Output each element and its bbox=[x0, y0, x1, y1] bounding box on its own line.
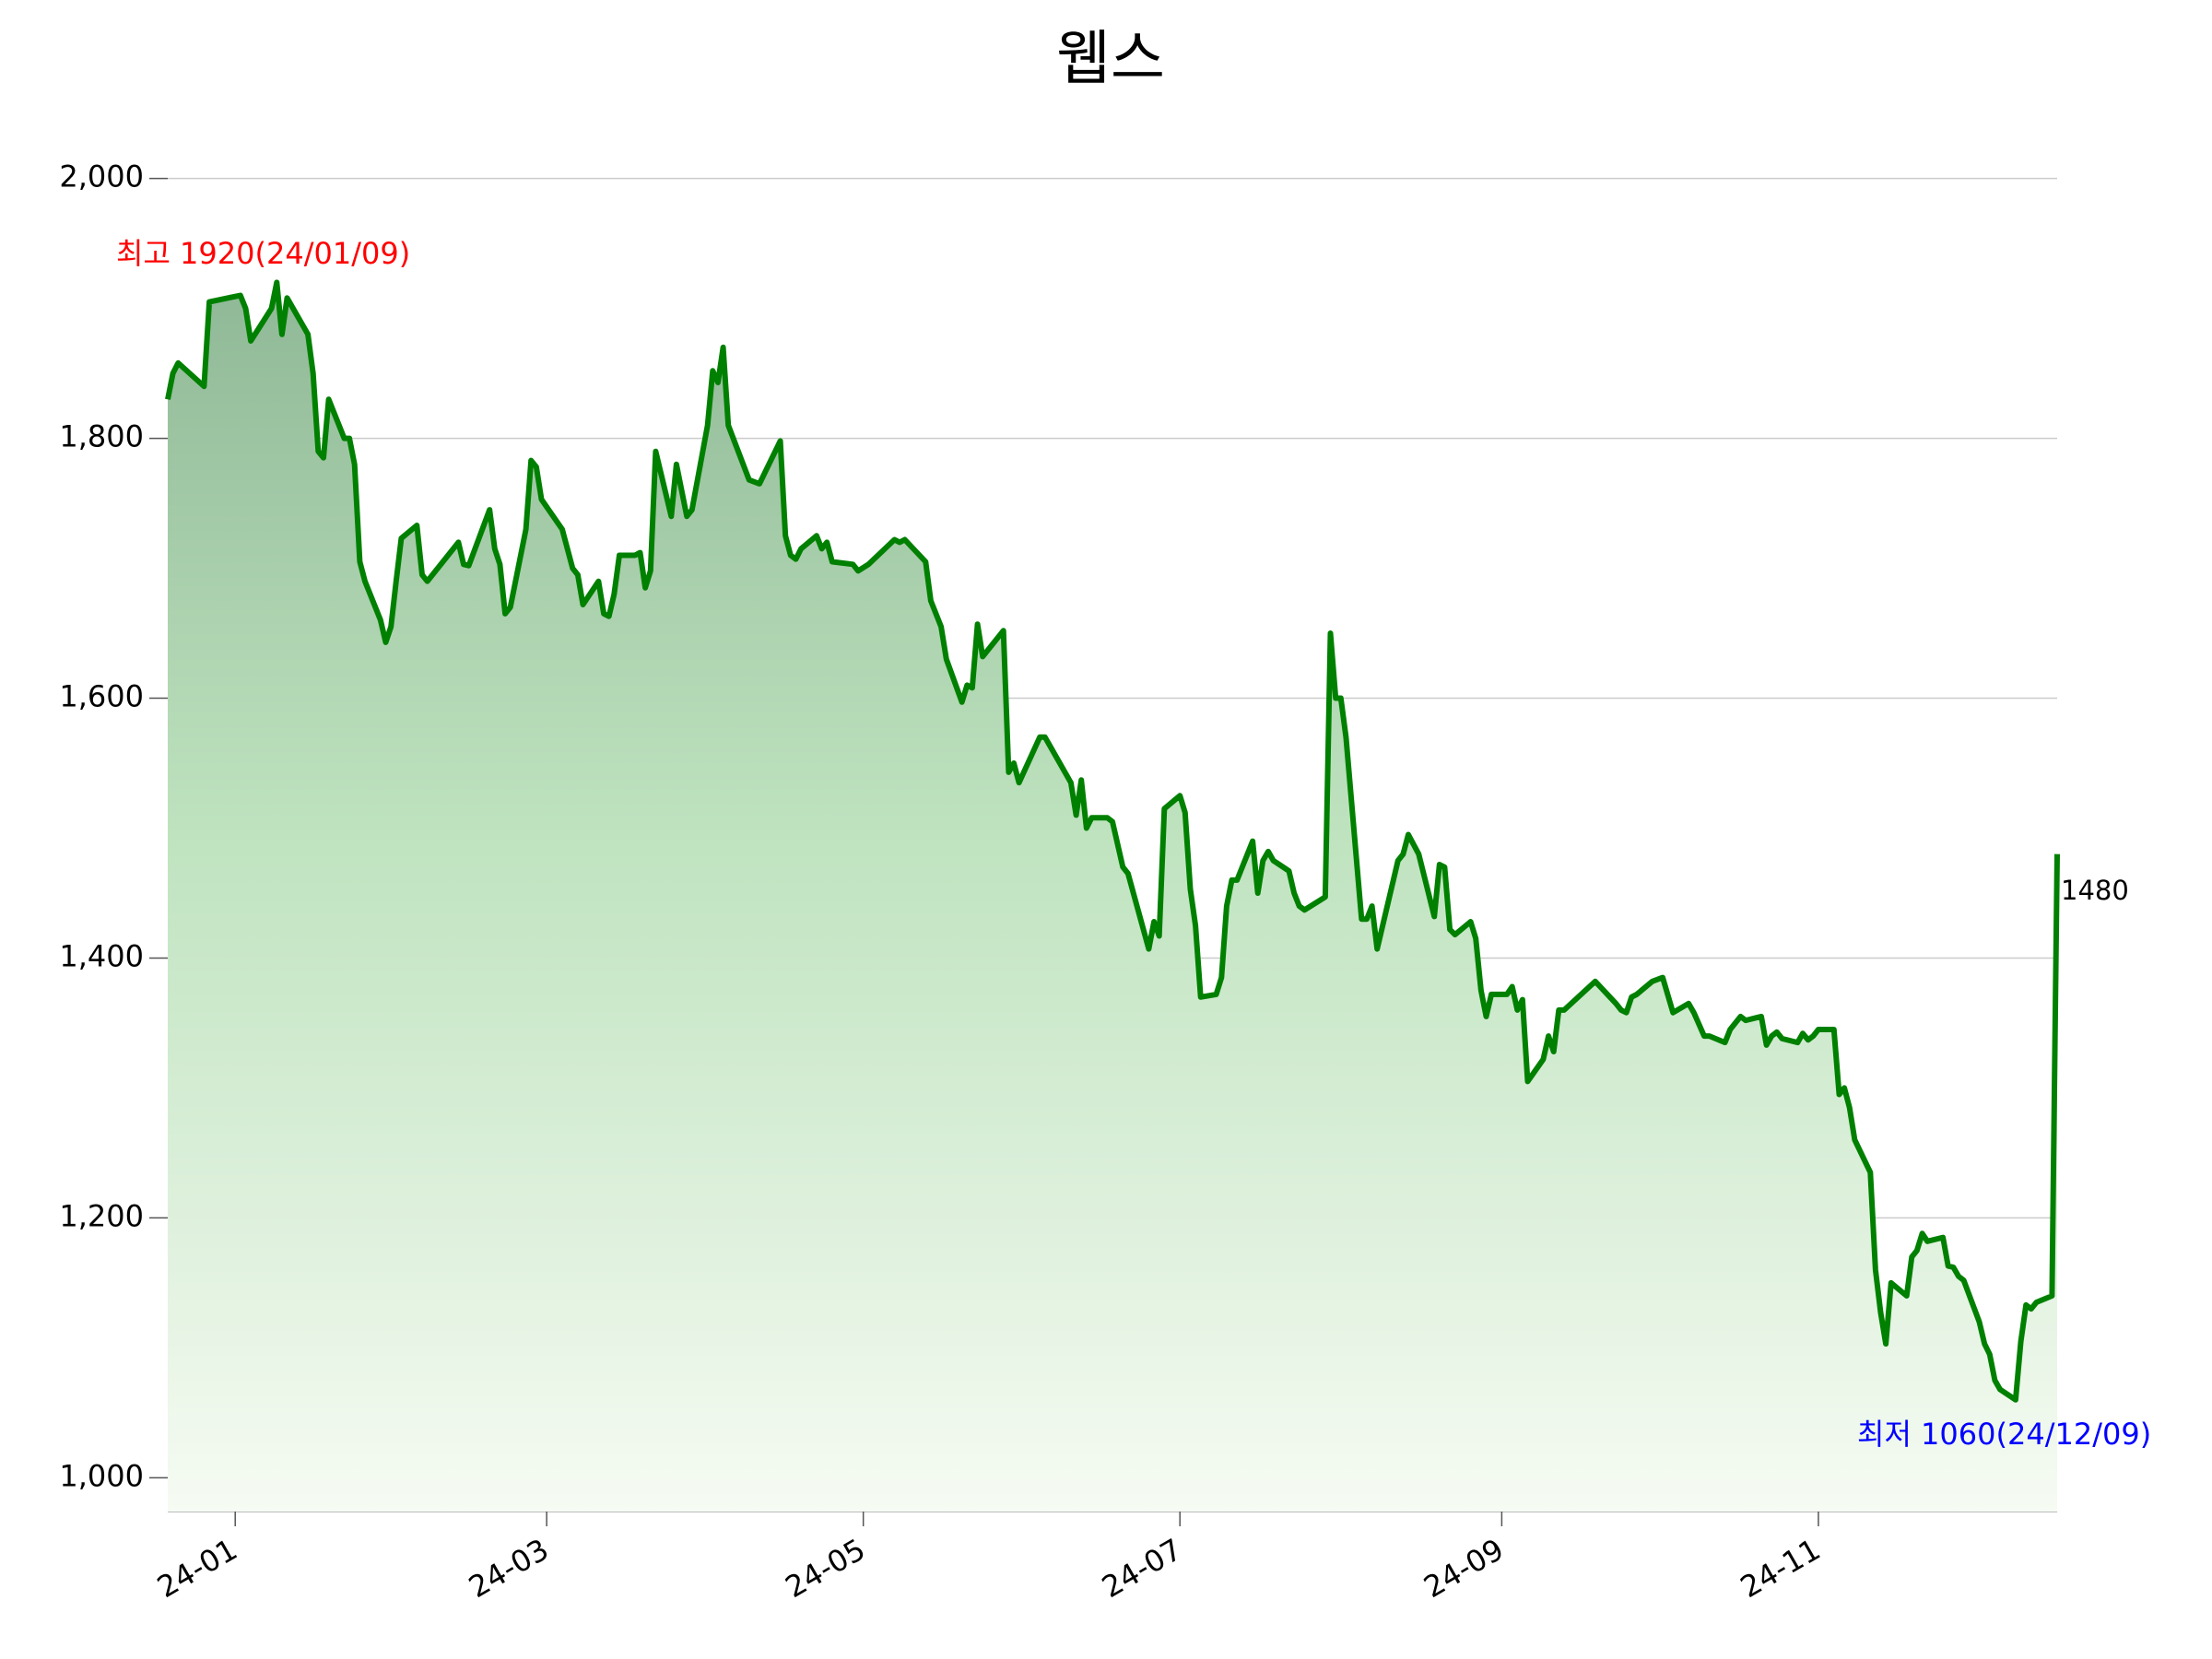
y-tick-label: 1,000 bbox=[59, 1458, 144, 1493]
x-tick-label: 24-05 bbox=[780, 1532, 872, 1605]
x-tick-label: 24-11 bbox=[1735, 1532, 1827, 1605]
y-tick-label: 1,800 bbox=[59, 419, 144, 454]
annotation: 1480 bbox=[2061, 875, 2129, 906]
line bbox=[165, 279, 2060, 1403]
x-tick-label: 24-03 bbox=[463, 1532, 555, 1605]
x-tick-label: 24-01 bbox=[151, 1532, 243, 1605]
y-tick-label: 1,200 bbox=[59, 1198, 144, 1233]
annotation: 최저 1060(24/12/09) bbox=[1857, 1417, 2151, 1452]
area bbox=[168, 282, 2057, 1512]
annotation: 최고 1920(24/01/09) bbox=[116, 236, 410, 271]
x-tick-label: 24-09 bbox=[1418, 1532, 1510, 1605]
y-tick-label: 2,000 bbox=[59, 159, 144, 194]
y-tick-label: 1,600 bbox=[59, 679, 144, 714]
x-tick-label: 24-07 bbox=[1096, 1532, 1188, 1605]
chart-title: 웹스 bbox=[1056, 26, 1165, 94]
y-tick-label: 1,400 bbox=[59, 938, 144, 973]
